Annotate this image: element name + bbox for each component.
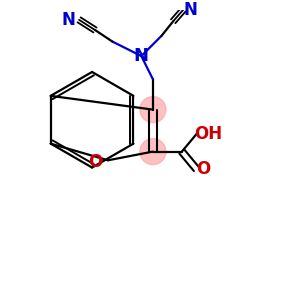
Text: O: O <box>196 160 211 178</box>
Circle shape <box>140 97 166 123</box>
Text: N: N <box>62 11 76 29</box>
Text: OH: OH <box>194 125 222 143</box>
Circle shape <box>140 139 166 165</box>
Text: O: O <box>88 153 102 171</box>
Text: N: N <box>134 47 149 65</box>
Text: N: N <box>184 1 197 19</box>
